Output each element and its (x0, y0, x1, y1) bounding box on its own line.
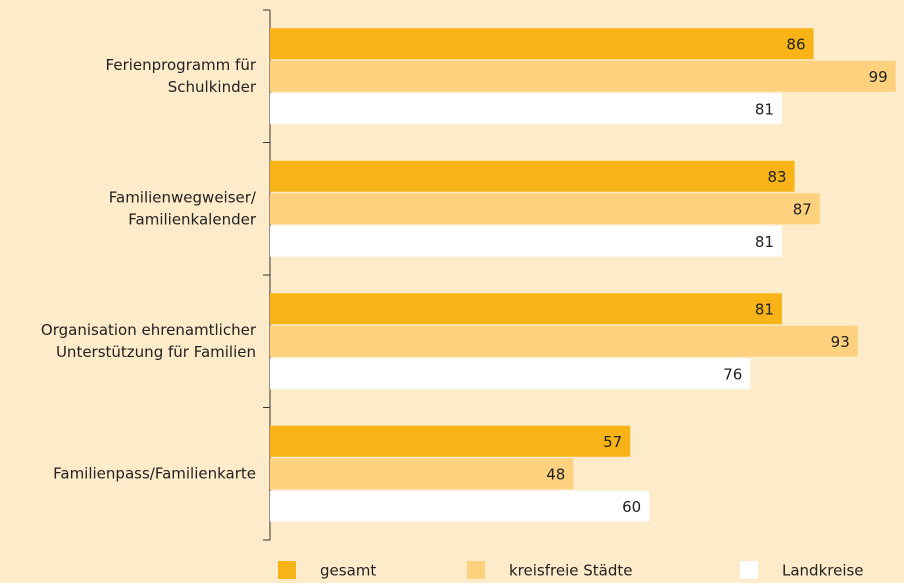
category-label: Familienkalender (128, 210, 257, 228)
bar (270, 458, 574, 490)
legend-label: Landkreise (782, 562, 864, 580)
data-label: 93 (831, 333, 850, 351)
legend-label: kreisfreie Städte (509, 562, 632, 580)
category-label: Organisation ehrenamtlicher (41, 321, 257, 339)
data-label: 86 (786, 35, 805, 53)
data-label: 57 (603, 433, 622, 451)
data-label: 48 (546, 465, 565, 483)
bar (270, 225, 782, 257)
legend-swatch (467, 561, 485, 579)
category-label: Schulkinder (168, 78, 257, 96)
bar (270, 293, 782, 325)
bar (270, 358, 751, 390)
legend-label: gesamt (320, 562, 376, 580)
bar (270, 193, 820, 225)
data-label: 87 (793, 200, 812, 218)
data-label: 99 (869, 68, 888, 86)
bar (270, 93, 782, 125)
data-label: 81 (755, 233, 774, 251)
bar (270, 425, 631, 457)
bar (270, 160, 795, 192)
data-label: 76 (723, 365, 742, 383)
data-label: 60 (622, 498, 641, 516)
category-label: Familienpass/Familienkarte (53, 464, 256, 482)
data-label: 81 (755, 300, 774, 318)
bar (270, 325, 858, 357)
bar (270, 28, 814, 60)
category-label: Ferienprogramm für (106, 56, 257, 74)
legend-swatch (278, 561, 296, 579)
category-label: Familienwegweiser/ (109, 188, 257, 206)
legend-swatch (740, 561, 758, 579)
bar (270, 60, 896, 92)
data-label: 83 (767, 168, 786, 186)
data-label: 81 (755, 100, 774, 118)
category-label: Unterstützung für Familien (56, 343, 256, 361)
bar (270, 490, 650, 522)
